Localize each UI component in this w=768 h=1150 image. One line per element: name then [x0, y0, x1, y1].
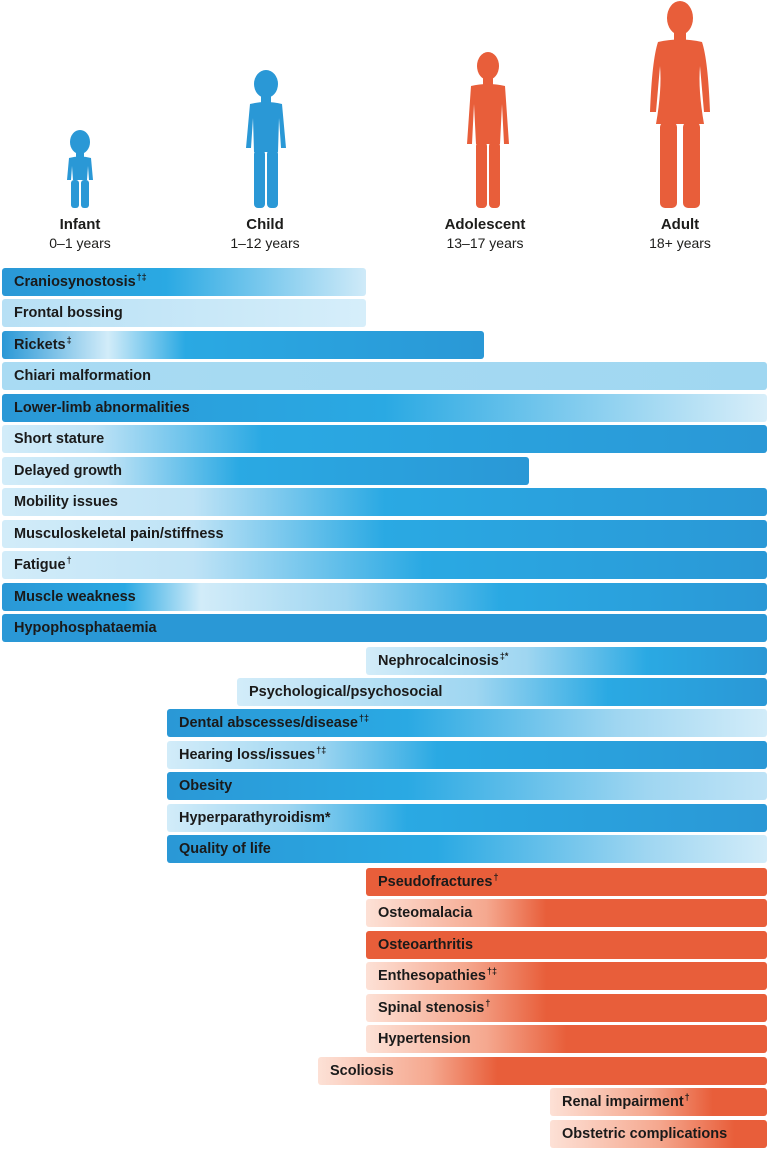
bar-nephrocalcinosis: Nephrocalcinosis‡* [366, 647, 767, 675]
bar-label: Hyperparathyroidism* [179, 810, 331, 826]
bar-chiari-malformation: Chiari malformation [2, 362, 767, 390]
stage-range: 0–1 years [49, 235, 111, 251]
footnote-mark: †‡ [358, 713, 369, 723]
bar-label: Muscle weakness [14, 589, 136, 605]
bar-label: Osteoarthritis [378, 937, 474, 953]
bar-quality-of-life: Quality of life [167, 835, 767, 863]
bar-label: Renal impairment [562, 1094, 684, 1110]
bar-label: Spinal stenosis [378, 1000, 485, 1016]
bar-label: Frontal bossing [14, 305, 123, 321]
bar-obesity: Obesity [167, 772, 767, 800]
bar-label: Obesity [179, 778, 233, 794]
bar-mobility-issues: Mobility issues [2, 488, 767, 516]
bar-renal-impairment: Renal impairment† [550, 1088, 767, 1116]
stage-name: Adolescent [444, 216, 526, 233]
bar-label: Rickets [14, 337, 66, 353]
bar-rickets: Rickets‡ [2, 331, 484, 359]
bar-label: Osteomalacia [378, 905, 473, 921]
bar-label: Short stature [14, 431, 105, 447]
bar-lower-limb-abnormalities: Lower-limb abnormalities [2, 394, 767, 422]
footnote-mark: †‡ [136, 272, 147, 282]
footnote-mark: † [485, 998, 491, 1008]
stage-range: 1–12 years [230, 235, 300, 251]
stage-child: Child 1–12 years [195, 216, 335, 251]
stage-name: Child [246, 216, 284, 233]
bar-label: Musculoskeletal pain/stiffness [14, 526, 224, 542]
bar-delayed-growth: Delayed growth [2, 457, 529, 485]
bar-label: Quality of life [179, 841, 271, 857]
bar-label: Dental abscesses/disease [179, 715, 358, 731]
footnote-mark: ‡* [499, 651, 509, 661]
stage-name: Infant [59, 216, 101, 233]
footnote-mark: †‡ [486, 966, 497, 976]
bar-label: Scoliosis [330, 1063, 394, 1079]
stage-adult: Adult 18+ years [610, 216, 750, 251]
bar-label: Lower-limb abnormalities [14, 400, 190, 416]
stage-range: 13–17 years [446, 235, 524, 251]
bar-label: Pseudofractures [378, 874, 493, 890]
bar-dental-abscesses: Dental abscesses/disease†‡ [167, 709, 767, 737]
footnote-mark: † [684, 1092, 690, 1102]
bar-pseudofractures: Pseudofractures† [366, 868, 767, 896]
stage-infant: Infant 0–1 years [10, 216, 150, 251]
bar-short-stature: Short stature [2, 425, 767, 453]
bar-label: Hypophosphataemia [14, 620, 157, 636]
infant-figure-icon [67, 130, 93, 208]
bar-label: Hypertension [378, 1031, 471, 1047]
bar-hypophosphataemia: Hypophosphataemia [2, 614, 767, 642]
bar-label: Chiari malformation [14, 368, 151, 384]
stage-adolescent: Adolescent 13–17 years [415, 216, 555, 251]
bar-label: Nephrocalcinosis [378, 653, 499, 669]
footnote-mark: †‡ [316, 745, 327, 755]
bar-osteoarthritis: Osteoarthritis [366, 931, 767, 959]
bar-spinal-stenosis: Spinal stenosis† [366, 994, 767, 1022]
bar-label: Hearing loss/issues [179, 747, 316, 763]
bar-musculoskeletal-pain: Musculoskeletal pain/stiffness [2, 520, 767, 548]
bar-osteomalacia: Osteomalacia [366, 899, 767, 927]
bar-psychological: Psychological/psychosocial [237, 678, 767, 706]
adult-figure-icon [650, 1, 710, 208]
bar-scoliosis: Scoliosis [318, 1057, 767, 1085]
bar-label: Psychological/psychosocial [249, 684, 443, 700]
bar-label: Craniosynostosis [14, 274, 136, 290]
bar-hyperparathyroidism: Hyperparathyroidism* [167, 804, 767, 832]
bar-frontal-bossing: Frontal bossing [2, 299, 366, 327]
stage-range: 18+ years [649, 235, 711, 251]
bar-label: Fatigue [14, 557, 66, 573]
bar-craniosynostosis: Craniosynostosis†‡ [2, 268, 366, 296]
bar-hearing-loss: Hearing loss/issues†‡ [167, 741, 767, 769]
footnote-mark: ‡ [66, 335, 72, 345]
bar-hypertension: Hypertension [366, 1025, 767, 1053]
bar-label: Enthesopathies [378, 968, 486, 984]
footnote-mark: † [66, 555, 72, 565]
bar-obstetric-complications: Obstetric complications [550, 1120, 767, 1148]
bar-fatigue: Fatigue† [2, 551, 767, 579]
child-figure-icon [246, 70, 286, 208]
bar-label: Obstetric complications [562, 1126, 728, 1142]
stage-name: Adult [660, 216, 700, 233]
bar-muscle-weakness: Muscle weakness [2, 583, 767, 611]
bar-enthesopathies: Enthesopathies†‡ [366, 962, 767, 990]
adolescent-figure-icon [467, 52, 509, 208]
bar-label: Mobility issues [14, 494, 118, 510]
footnote-mark: † [493, 872, 499, 882]
bar-label: Delayed growth [14, 463, 122, 479]
